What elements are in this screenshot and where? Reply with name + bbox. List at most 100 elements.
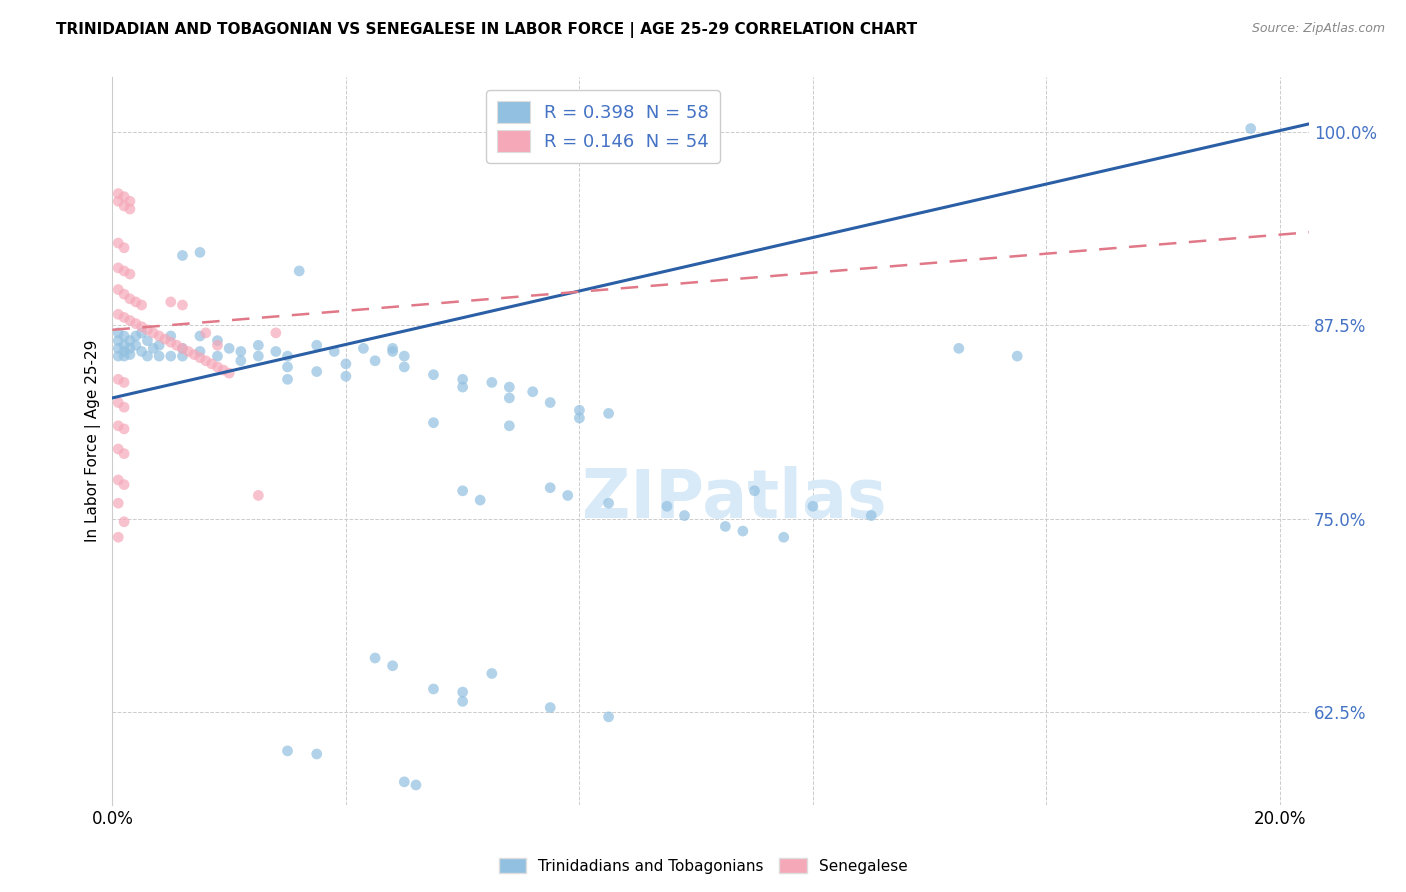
Point <box>118 334 141 348</box>
Point <box>107 395 129 409</box>
Point <box>112 264 135 278</box>
Point <box>207 359 229 374</box>
Point <box>112 287 135 301</box>
Point <box>183 347 205 361</box>
Point <box>229 353 252 368</box>
Point <box>153 332 176 346</box>
Point <box>335 369 357 384</box>
Point <box>125 329 148 343</box>
Point <box>112 422 135 436</box>
Y-axis label: In Labor Force | Age 25-29: In Labor Force | Age 25-29 <box>86 340 101 542</box>
Point <box>207 334 229 348</box>
Point <box>159 349 181 363</box>
Point <box>277 744 299 758</box>
Point <box>714 519 737 533</box>
Point <box>107 334 129 348</box>
Point <box>112 376 135 390</box>
Point <box>107 372 129 386</box>
Point <box>131 344 153 359</box>
Point <box>107 186 129 201</box>
Point <box>107 530 129 544</box>
Point <box>673 508 696 523</box>
Point <box>264 326 287 340</box>
Point <box>522 384 544 399</box>
Point <box>335 357 357 371</box>
Point <box>277 359 299 374</box>
Point <box>538 481 561 495</box>
Point <box>305 747 328 761</box>
Point <box>405 778 427 792</box>
Point <box>264 344 287 359</box>
Point <box>288 264 311 278</box>
Legend: Trinidadians and Tobagonians, Senegalese: Trinidadians and Tobagonians, Senegalese <box>492 852 914 880</box>
Point <box>860 508 883 523</box>
Point <box>207 338 229 352</box>
Point <box>381 658 404 673</box>
Point <box>598 406 620 420</box>
Point <box>247 349 270 363</box>
Point <box>148 349 170 363</box>
Point <box>125 317 148 331</box>
Point <box>481 666 503 681</box>
Point <box>172 342 194 356</box>
Point <box>107 260 129 275</box>
Point <box>772 530 794 544</box>
Point <box>107 442 129 456</box>
Point <box>801 500 824 514</box>
Point <box>107 496 129 510</box>
Point <box>107 326 129 340</box>
Point <box>212 363 235 377</box>
Point <box>112 329 135 343</box>
Point <box>159 335 181 350</box>
Point <box>470 493 492 508</box>
Point <box>148 329 170 343</box>
Point <box>598 710 620 724</box>
Point <box>394 349 416 363</box>
Point <box>107 349 129 363</box>
Point <box>131 298 153 312</box>
Point <box>451 694 474 708</box>
Point <box>568 411 591 425</box>
Point <box>422 681 444 696</box>
Point <box>188 351 211 365</box>
Point <box>112 199 135 213</box>
Point <box>148 338 170 352</box>
Point <box>136 349 159 363</box>
Text: TRINIDADIAN AND TOBAGONIAN VS SENEGALESE IN LABOR FORCE | AGE 25-29 CORRELATION : TRINIDADIAN AND TOBAGONIAN VS SENEGALESE… <box>56 22 917 38</box>
Point <box>166 338 188 352</box>
Point <box>112 401 135 415</box>
Point <box>188 344 211 359</box>
Point <box>305 338 328 352</box>
Point <box>118 202 141 216</box>
Point <box>131 319 153 334</box>
Point <box>118 267 141 281</box>
Point <box>118 342 141 356</box>
Point <box>247 488 270 502</box>
Point <box>498 418 520 433</box>
Point <box>744 483 766 498</box>
Point <box>352 342 374 356</box>
Point <box>112 447 135 461</box>
Point <box>112 189 135 203</box>
Point <box>112 241 135 255</box>
Point <box>136 334 159 348</box>
Point <box>107 194 129 209</box>
Point <box>557 488 579 502</box>
Point <box>394 359 416 374</box>
Point <box>112 344 135 359</box>
Point <box>948 342 970 356</box>
Point <box>247 338 270 352</box>
Point <box>112 338 135 352</box>
Point <box>188 245 211 260</box>
Point <box>201 357 224 371</box>
Point <box>1240 121 1263 136</box>
Point <box>188 329 211 343</box>
Point <box>394 775 416 789</box>
Point <box>142 326 165 340</box>
Point <box>112 477 135 491</box>
Point <box>381 342 404 356</box>
Point <box>107 473 129 487</box>
Point <box>498 391 520 405</box>
Point <box>422 416 444 430</box>
Point <box>568 403 591 417</box>
